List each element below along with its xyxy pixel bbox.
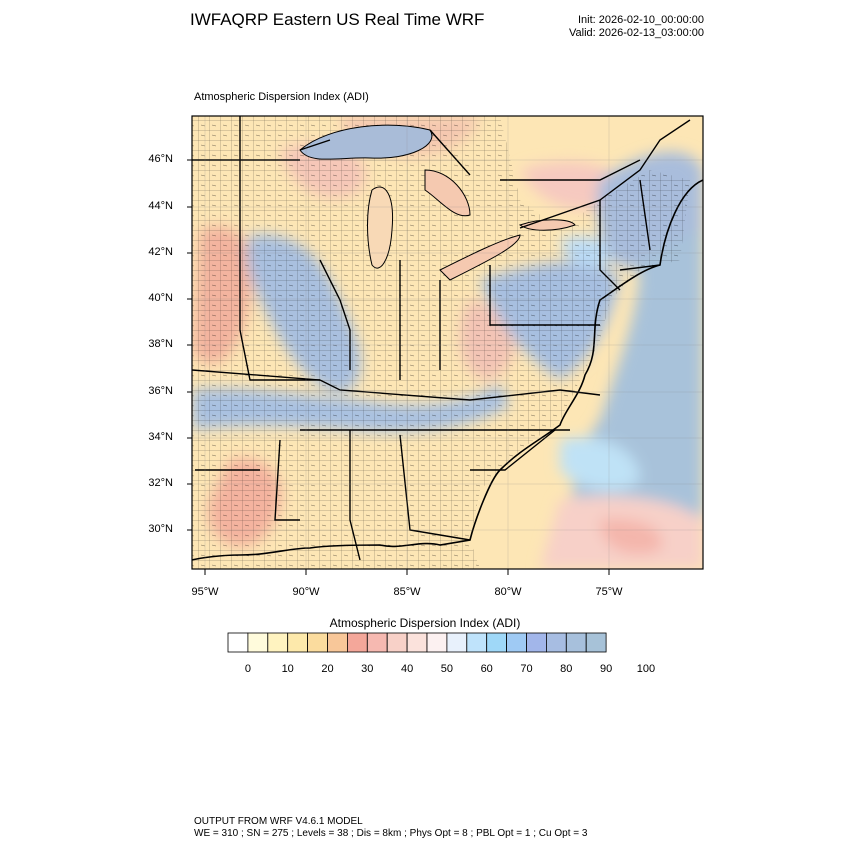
- colorbar-swatch: [486, 632, 508, 653]
- graticule: [192, 116, 703, 569]
- lat-label: 38°N: [148, 338, 173, 350]
- colorbar-swatch: [227, 632, 249, 653]
- lat-label: 36°N: [148, 385, 173, 397]
- lake-michigan: [367, 186, 394, 269]
- colorbar-label: 40: [400, 663, 414, 675]
- colorbar-title: Atmospheric Dispersion Index (ADI): [329, 616, 521, 630]
- lat-label: 30°N: [148, 523, 173, 535]
- colorbar-swatch: [346, 632, 368, 653]
- colorbar-label: 70: [520, 663, 533, 675]
- axis-ticks: [187, 159, 610, 575]
- lat-label: 42°N: [148, 246, 173, 258]
- colorbar-swatch: [247, 632, 269, 653]
- coastline: [192, 179, 703, 561]
- colorbar-label: 30: [361, 663, 374, 675]
- county-lines: [192, 116, 690, 569]
- footer-line-2: WE = 310 ; SN = 275 ; Levels = 38 ; Dis …: [194, 828, 588, 839]
- colorbar: [227, 632, 607, 653]
- valid-time: Valid: 2026-02-13_03:00:00: [569, 27, 704, 39]
- colorbar-swatch: [287, 632, 309, 653]
- lake-huron: [424, 169, 471, 217]
- colorbar-swatch: [267, 632, 289, 653]
- colorbar-label: 10: [281, 663, 294, 675]
- lake-erie: [439, 234, 521, 281]
- colorbar-swatch: [466, 632, 488, 653]
- lat-label: 34°N: [148, 431, 173, 443]
- colorbar-swatch: [366, 632, 388, 653]
- colorbar-swatch: [565, 632, 587, 653]
- colorbar-label: 20: [321, 663, 334, 675]
- lat-label: 46°N: [148, 153, 173, 165]
- international-border: [299, 119, 691, 229]
- map-frame: [191, 115, 704, 570]
- colorbar-swatch: [526, 632, 547, 653]
- colorbar-label: 60: [480, 663, 493, 675]
- lake-superior: [299, 124, 433, 160]
- colorbar-swatch: [406, 632, 428, 653]
- colorbar-label: 0: [244, 663, 251, 675]
- init-time: Init: 2026-02-10_00:00:00: [578, 14, 704, 26]
- map-subtitle: Atmospheric Dispersion Index (ADI): [194, 91, 369, 103]
- lat-label: 32°N: [148, 477, 173, 489]
- lon-label: 95°W: [191, 586, 219, 598]
- model-footer: OUTPUT FROM WRF V4.6.1 MODEL WE = 310 ; …: [194, 816, 587, 840]
- colorbar-label: 90: [599, 663, 613, 675]
- colorbar-label: 80: [560, 663, 573, 675]
- run-info: Init: 2026-02-10_00:00:00 Valid: 2026-02…: [569, 14, 704, 40]
- colorbar-swatch: [327, 632, 348, 653]
- colorbar-swatch: [506, 632, 527, 653]
- lat-label: 44°N: [148, 200, 173, 212]
- colorbar-swatch: [446, 632, 468, 653]
- colorbar-label: 50: [440, 663, 454, 675]
- colorbar-swatch: [386, 632, 408, 653]
- colorbar-swatch: [546, 632, 567, 653]
- colorbar-swatch: [307, 632, 328, 653]
- colorbar-label: 100: [636, 663, 656, 675]
- page-title: IWFAQRP Eastern US Real Time WRF: [190, 10, 485, 29]
- footer-line-1: OUTPUT FROM WRF V4.6.1 MODEL: [194, 816, 363, 827]
- lon-label: 80°W: [494, 586, 522, 598]
- lon-label: 75°W: [595, 586, 623, 598]
- colorbar-swatch: [426, 632, 448, 653]
- lon-label: 85°W: [393, 586, 421, 598]
- lon-label: 90°W: [292, 586, 320, 598]
- lat-label: 40°N: [148, 292, 173, 304]
- colorbar-swatch: [585, 632, 607, 653]
